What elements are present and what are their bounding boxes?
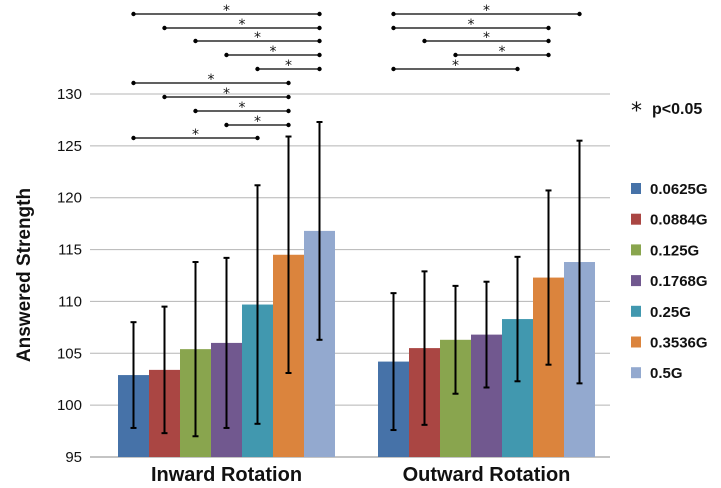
y-tick-label: 125 [57,138,82,155]
significance-star: * [468,17,475,33]
significance-bracket: * [131,127,260,143]
legend-swatch [631,213,641,225]
error-bar [130,321,137,429]
significance-note-text: p<0.05 [652,101,702,118]
significance-bracket: * [391,17,551,33]
error-bar [483,280,490,389]
significance-bracket: * [224,114,291,130]
legend-label: 0.0625G [650,181,708,198]
significance-bracket: * [193,100,291,116]
error-bar [161,305,168,435]
legend-label: 0.25G [650,304,691,321]
y-tick-label: 115 [58,242,82,259]
legend-item: 0.0884G [631,212,708,229]
significance-bracket: * [224,44,322,60]
legend-item: 0.125G [631,242,699,259]
significance-star: * [483,3,490,19]
legend-label: 0.5G [650,365,683,382]
significance-bracket: * [391,58,520,74]
legend-swatch [631,305,641,317]
error-bar [421,270,428,426]
significance-star: * [254,114,261,130]
significance-star: * [285,58,292,74]
significance-star: * [208,72,215,88]
legend-item: 0.3536G [631,335,708,352]
y-tick-label: 110 [58,293,82,310]
y-tick-label: 100 [57,397,82,414]
significance-star: * [631,99,642,124]
error-bar [514,255,521,383]
legend-item: 0.5G [631,365,683,382]
error-bar [254,184,261,425]
legend-item: 0.0625G [631,181,708,198]
significance-star: * [239,100,246,116]
y-axis-label: Answered Strength [14,188,35,362]
y-tick-label: 105 [57,345,82,362]
significance-star: * [239,17,246,33]
significance-note: * p<0.05 [631,99,702,124]
legend-label: 0.3536G [650,335,708,352]
significance-star: * [254,30,261,46]
legend-swatch [631,244,641,256]
significance-bracket: * [131,72,291,88]
x-category-label: Inward Rotation [151,464,302,486]
error-bar [316,121,323,341]
legend-swatch [631,336,641,348]
significance-star: * [452,58,459,74]
significance-star: * [192,127,199,143]
legend: 0.0625G 0.0884G 0.125G 0.1768G 0.25G 0.3536G 0… [631,181,708,382]
legend-item: 0.25G [631,304,691,321]
error-bars [130,121,583,438]
legend-label: 0.0884G [650,212,708,229]
error-bar [223,256,230,429]
significance-bracket: * [422,30,551,46]
y-tick-label: 120 [57,190,82,207]
significance-bracket: * [193,30,322,46]
legend-swatch [631,275,641,287]
error-bar [545,189,552,366]
significance-bracket: * [162,86,291,102]
significance-star: * [223,3,230,19]
y-tick-labels: 95 100 105 110 115 120 125 130 [57,86,82,466]
x-category-labels: Inward Rotation Outward Rotation [151,464,570,486]
y-tick-label: 95 [65,449,82,466]
error-bar [576,139,583,385]
significance-star: * [270,44,277,60]
legend-label: 0.125G [650,242,699,259]
significance-star: * [223,86,230,102]
legend-swatch [631,367,641,379]
legend-swatch [631,183,641,194]
error-bar [285,135,292,374]
legend-label: 0.1768G [650,273,708,290]
error-bar [452,284,459,395]
legend-item: 0.1768G [631,273,708,290]
x-category-label: Outward Rotation [403,464,571,486]
y-tick-label: 130 [57,86,82,103]
error-bar [390,292,397,432]
significance-brackets: * * * * * * * * * * * * * * * [131,3,582,143]
significance-star: * [499,44,506,60]
bars [118,230,595,457]
significance-bracket: * [131,3,322,19]
significance-bracket: * [162,17,322,33]
significance-bracket: * [391,3,582,19]
significance-bracket: * [255,58,322,74]
error-bar [192,261,199,438]
significance-star: * [483,30,490,46]
significance-bracket: * [453,44,551,60]
